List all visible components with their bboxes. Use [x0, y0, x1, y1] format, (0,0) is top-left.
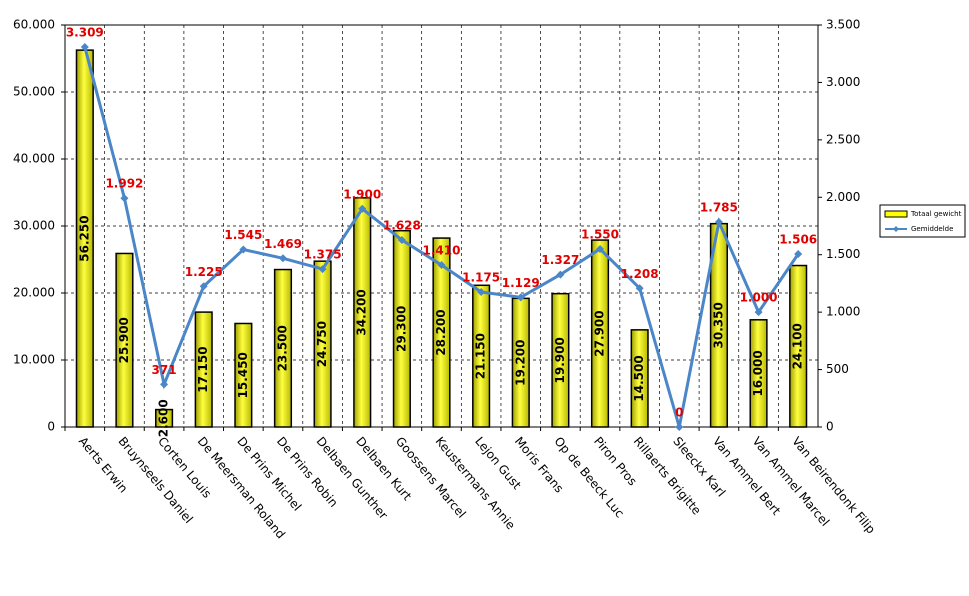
- line-value-label: 1.785: [700, 200, 738, 214]
- line-marker: [239, 245, 248, 254]
- y2-tick-label: 1.500: [826, 247, 860, 261]
- bar-value-label: 27.900: [593, 310, 607, 356]
- bar-value-label: 2.600: [157, 399, 171, 437]
- x-tick-label: Rillaerts Brigitte: [631, 434, 704, 517]
- bar: [353, 197, 372, 428]
- line-value-label: 3.309: [66, 25, 104, 39]
- line-value-label: 1.129: [502, 276, 540, 290]
- y2-tick-label: 3.500: [826, 18, 860, 32]
- bar-value-label: 24.100: [791, 323, 805, 369]
- x-tick-label: Delbaen Gunther: [314, 434, 391, 522]
- bar-value-label: 29.300: [394, 306, 408, 352]
- bar: [155, 408, 174, 428]
- x-tick-label: Bruynseels Daniel: [115, 434, 195, 526]
- line-value-label: 1.900: [343, 187, 381, 201]
- line-marker: [80, 42, 89, 51]
- line-value-label: 1.327: [541, 253, 579, 267]
- y-tick-label: 20.000: [13, 286, 55, 300]
- line-value-label: 1.375: [304, 248, 342, 262]
- line-marker: [675, 423, 684, 431]
- line-value-label: 1.469: [264, 237, 302, 251]
- line-marker: [635, 284, 644, 293]
- line-marker: [278, 254, 287, 263]
- line-marker: [199, 282, 208, 291]
- bar-value-label: 19.900: [553, 337, 567, 383]
- bar: [789, 264, 808, 428]
- line-value-label: 1.225: [185, 265, 223, 279]
- bar: [392, 229, 411, 428]
- line-marker: [318, 265, 327, 274]
- line-marker: [160, 380, 169, 389]
- bar: [472, 284, 491, 428]
- bar: [432, 237, 451, 428]
- line-marker: [754, 308, 763, 317]
- x-tick-label: Van Ammel Bert: [710, 434, 784, 518]
- y-tick-label: 60.000: [13, 18, 55, 32]
- line-marker: [397, 236, 406, 245]
- bar: [313, 260, 332, 428]
- legend-marker: [893, 226, 899, 232]
- bar-value-label: 15.450: [236, 352, 250, 398]
- bar-value-label: 23.500: [275, 325, 289, 371]
- bar: [749, 319, 768, 428]
- bar-value-label: 34.200: [355, 289, 369, 335]
- line-value-label: 1.175: [462, 271, 500, 285]
- line-value-label: 1.628: [383, 219, 421, 233]
- y-tick-label: 40.000: [13, 152, 55, 166]
- y2-tick-label: 1.000: [826, 305, 860, 319]
- x-tick-label: Goossens Marcel: [393, 434, 469, 521]
- line-marker: [714, 217, 723, 226]
- y2-tick-label: 2.000: [826, 190, 860, 204]
- line-value-label: 1.000: [740, 291, 778, 305]
- y-tick-label: 0: [47, 420, 55, 434]
- bar-value-label: 56.250: [77, 215, 91, 261]
- line-marker: [556, 270, 565, 279]
- line-marker: [437, 261, 446, 270]
- bar: [630, 329, 649, 428]
- bar: [273, 268, 293, 428]
- line-value-label: 1.550: [581, 227, 619, 241]
- bar-value-label: 14.500: [632, 355, 646, 401]
- line-marker: [358, 204, 367, 213]
- bar-value-label: 17.150: [196, 346, 210, 392]
- y2-tick-label: 500: [826, 362, 849, 376]
- line-marker: [120, 194, 129, 203]
- y2-tick-label: 3.000: [826, 75, 860, 89]
- y-tick-label: 10.000: [13, 353, 55, 367]
- bar-value-label: 21.150: [474, 333, 488, 379]
- y2-tick-label: 2.500: [826, 132, 860, 146]
- line-marker: [794, 250, 803, 259]
- line-value-label: 1.506: [779, 233, 817, 247]
- bar-value-label: 19.200: [513, 340, 527, 386]
- bar-value-label: 25.900: [117, 317, 131, 363]
- bar: [194, 311, 213, 428]
- y-tick-label: 50.000: [13, 85, 55, 99]
- y2-tick-label: 0: [826, 420, 834, 434]
- bar-value-label: 28.200: [434, 309, 448, 355]
- legend-label: Gemiddelde: [911, 225, 953, 233]
- legend-box: [879, 204, 966, 238]
- line-value-label: 1.992: [105, 177, 143, 191]
- legend-label: Totaal gewicht: [910, 210, 962, 218]
- bar: [234, 322, 253, 428]
- bar: [115, 252, 134, 428]
- line-value-label: 0: [675, 406, 683, 420]
- bar: [551, 292, 570, 428]
- x-tick-label: Van Ammel Marcel: [750, 434, 833, 529]
- line-marker: [596, 244, 605, 253]
- line-value-label: 1.410: [423, 244, 461, 258]
- line-value-label: 371: [152, 363, 177, 377]
- bar: [590, 239, 610, 428]
- bar-value-label: 24.750: [315, 321, 329, 367]
- y-tick-label: 30.000: [13, 219, 55, 233]
- bar-value-label: 30.350: [711, 302, 725, 348]
- line-marker: [477, 288, 486, 297]
- bar-value-label: 16.000: [751, 350, 765, 396]
- x-tick-label: Op de Beeck Luc: [551, 434, 626, 520]
- line-value-label: 1.545: [224, 228, 262, 242]
- line-value-label: 1.208: [621, 267, 659, 281]
- line-marker: [516, 293, 525, 302]
- legend-swatch: [884, 210, 908, 218]
